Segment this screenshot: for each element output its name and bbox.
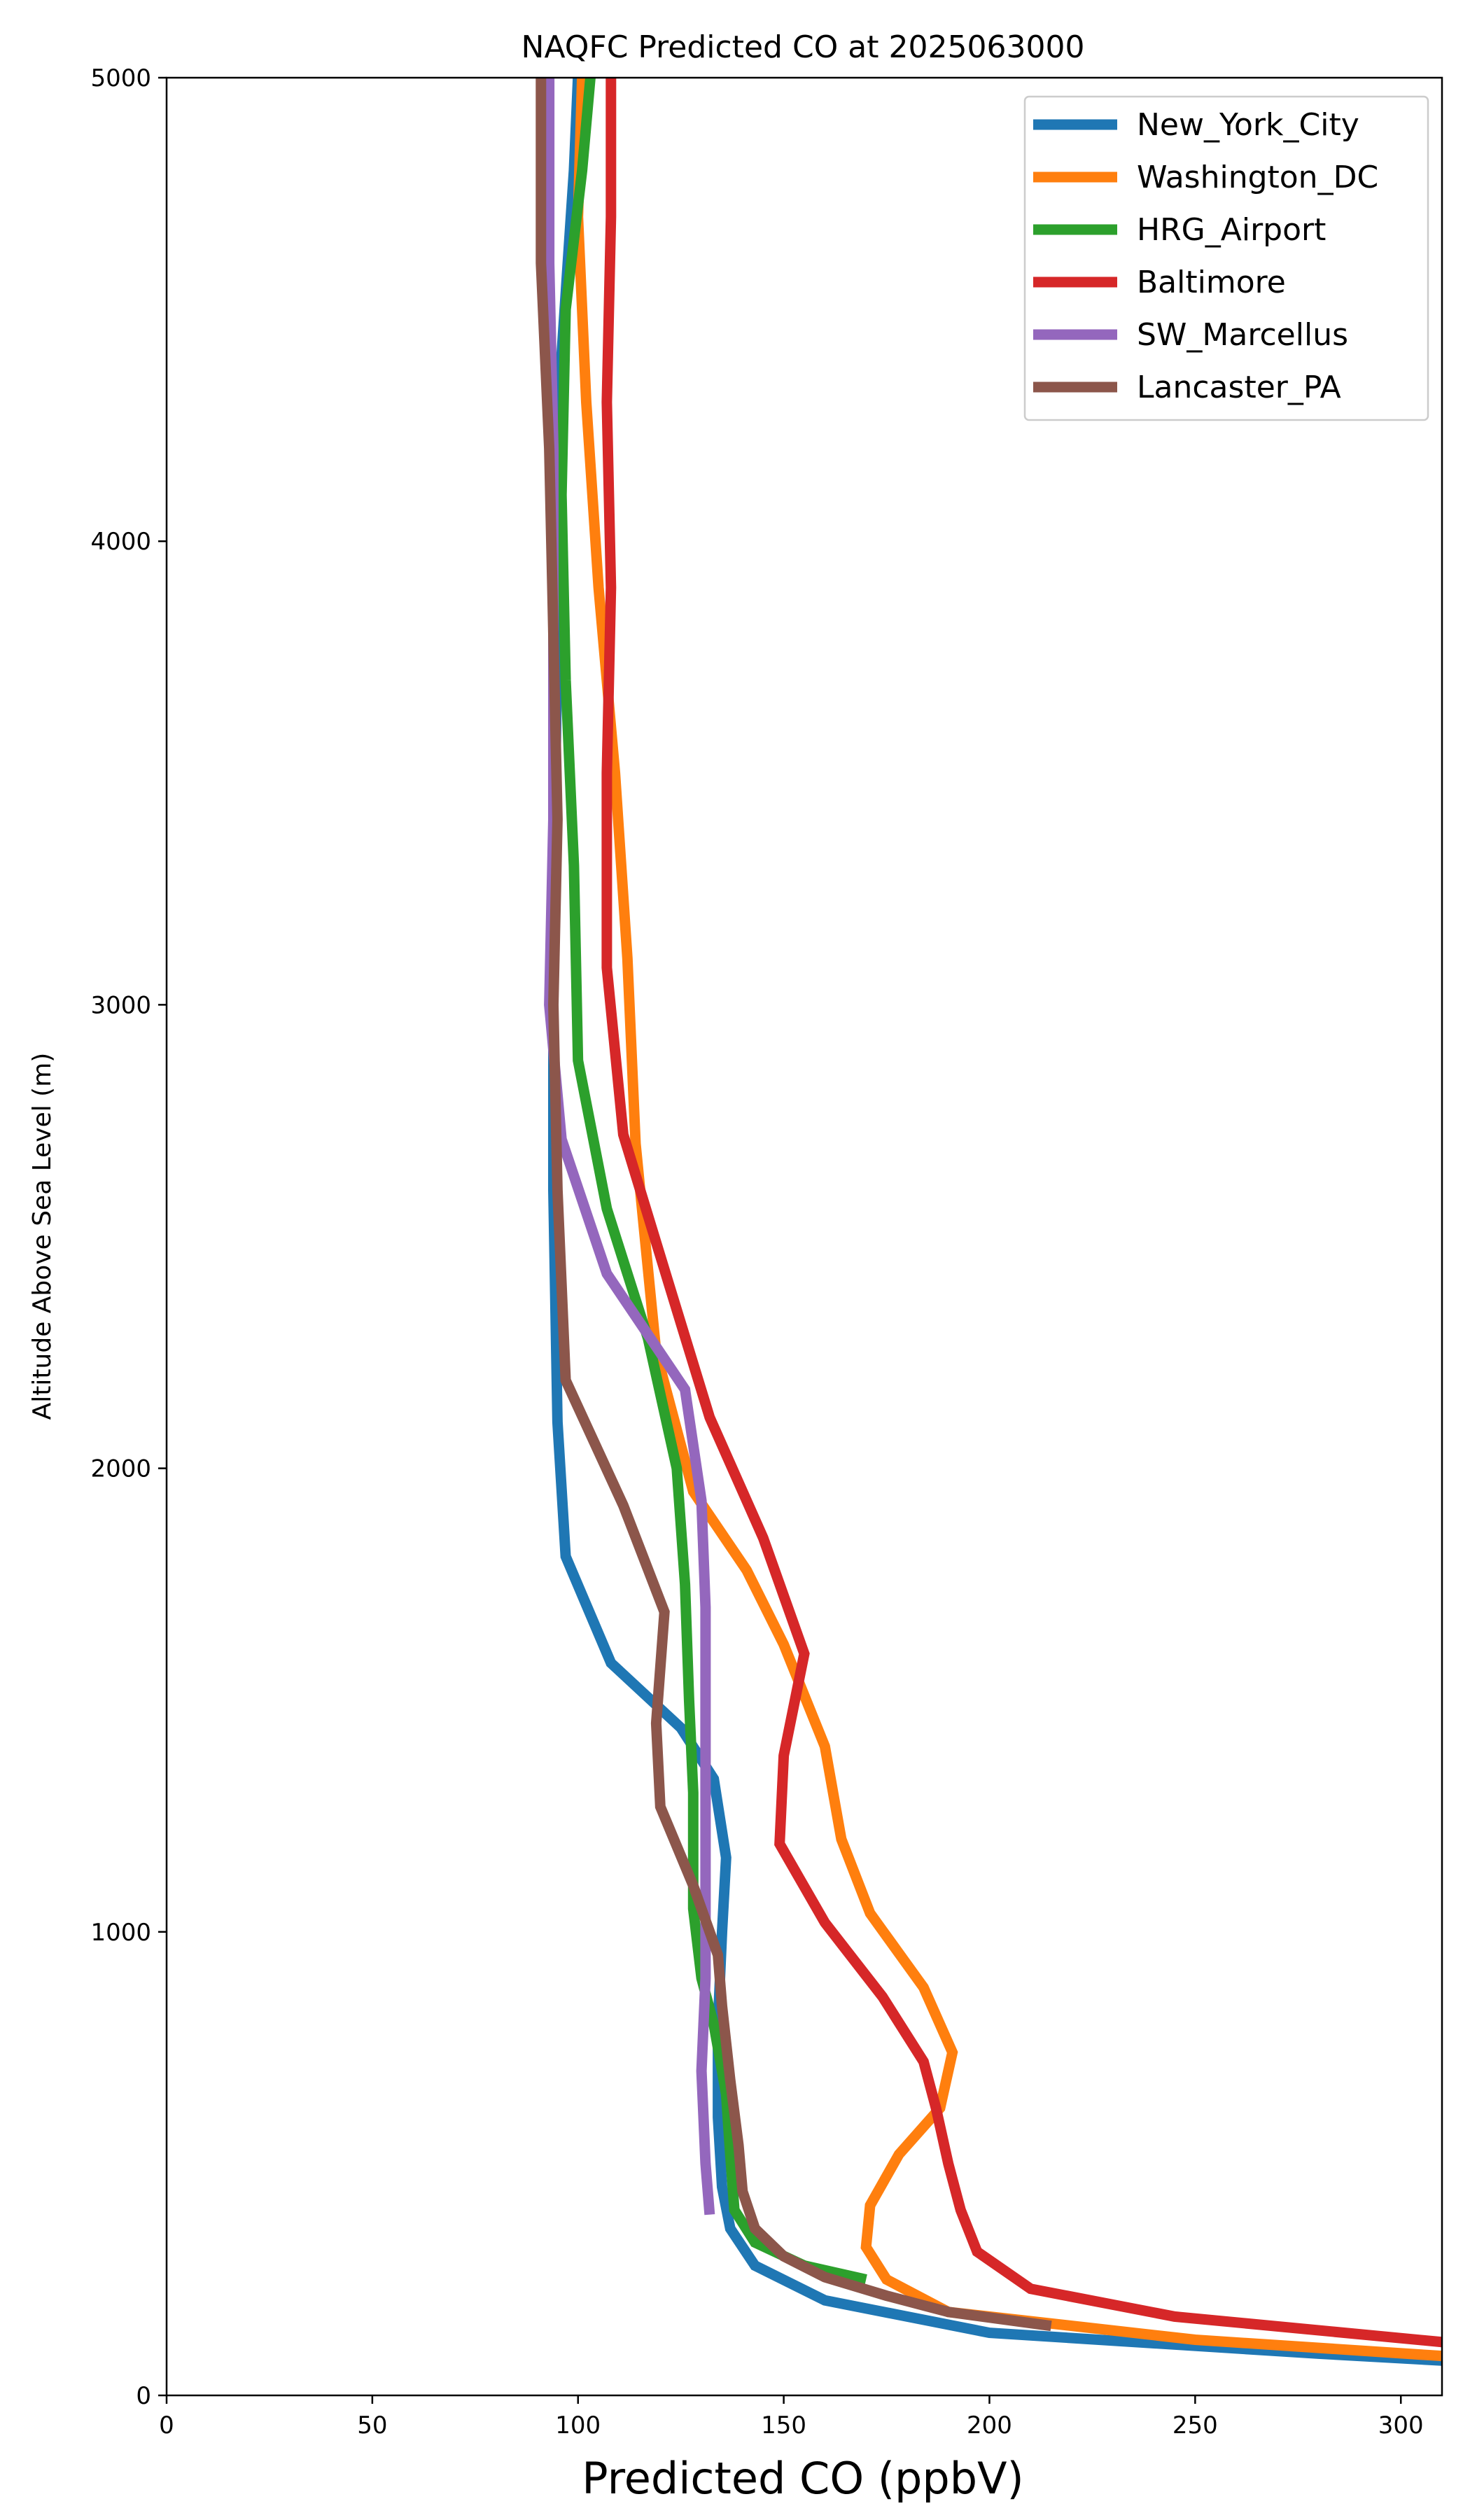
legend-label-sw-marcellus: SW_Marcellus	[1137, 317, 1348, 353]
legend-label-new-york-city: New_York_City	[1137, 107, 1359, 143]
x-tick-label: 250	[1172, 2412, 1218, 2440]
y-tick-label: 4000	[90, 528, 151, 556]
legend-label-lancaster-pa: Lancaster_PA	[1137, 370, 1341, 405]
series-layer	[536, 78, 1442, 2366]
x-tick-label: 300	[1378, 2412, 1424, 2440]
series-line-hrg-airport	[556, 78, 867, 2285]
y-axis-label: Altitude Above Sea Level (m)	[28, 1053, 57, 1420]
y-tick-label: 2000	[90, 1455, 151, 1483]
x-tick-label: 100	[555, 2412, 601, 2440]
series-line-baltimore	[601, 78, 1442, 2348]
x-tick-label: 150	[761, 2412, 806, 2440]
legend-box	[1023, 95, 1429, 421]
x-axis-label: Predicted CO (ppbV)	[582, 2453, 1023, 2504]
y-tick-label: 1000	[90, 1919, 151, 1947]
series-line-lancaster-pa	[536, 78, 1052, 2332]
legend-label-washington-dc: Washington_DC	[1137, 160, 1378, 195]
x-axis: 0 50 100 150 200 250 300	[159, 2395, 1424, 2440]
x-tick-label: 50	[357, 2412, 387, 2440]
chart-title: NAQFC Predicted CO at 2025063000	[522, 29, 1085, 65]
legend-label-baltimore: Baltimore	[1137, 265, 1286, 300]
legend-label-hrg-airport: HRG_Airport	[1137, 212, 1326, 248]
x-tick-label: 0	[159, 2412, 174, 2440]
legend: New_York_City Washington_DC HRG_Airport Bal…	[1023, 95, 1429, 421]
plot-frame	[165, 76, 1443, 2397]
y-tick-label: 3000	[90, 991, 151, 1019]
y-axis: 0 1000 2000 3000 4000 5000	[90, 64, 167, 2410]
y-tick-label: 0	[136, 2382, 151, 2410]
y-tick-label: 5000	[90, 64, 151, 92]
x-tick-label: 200	[967, 2412, 1012, 2440]
